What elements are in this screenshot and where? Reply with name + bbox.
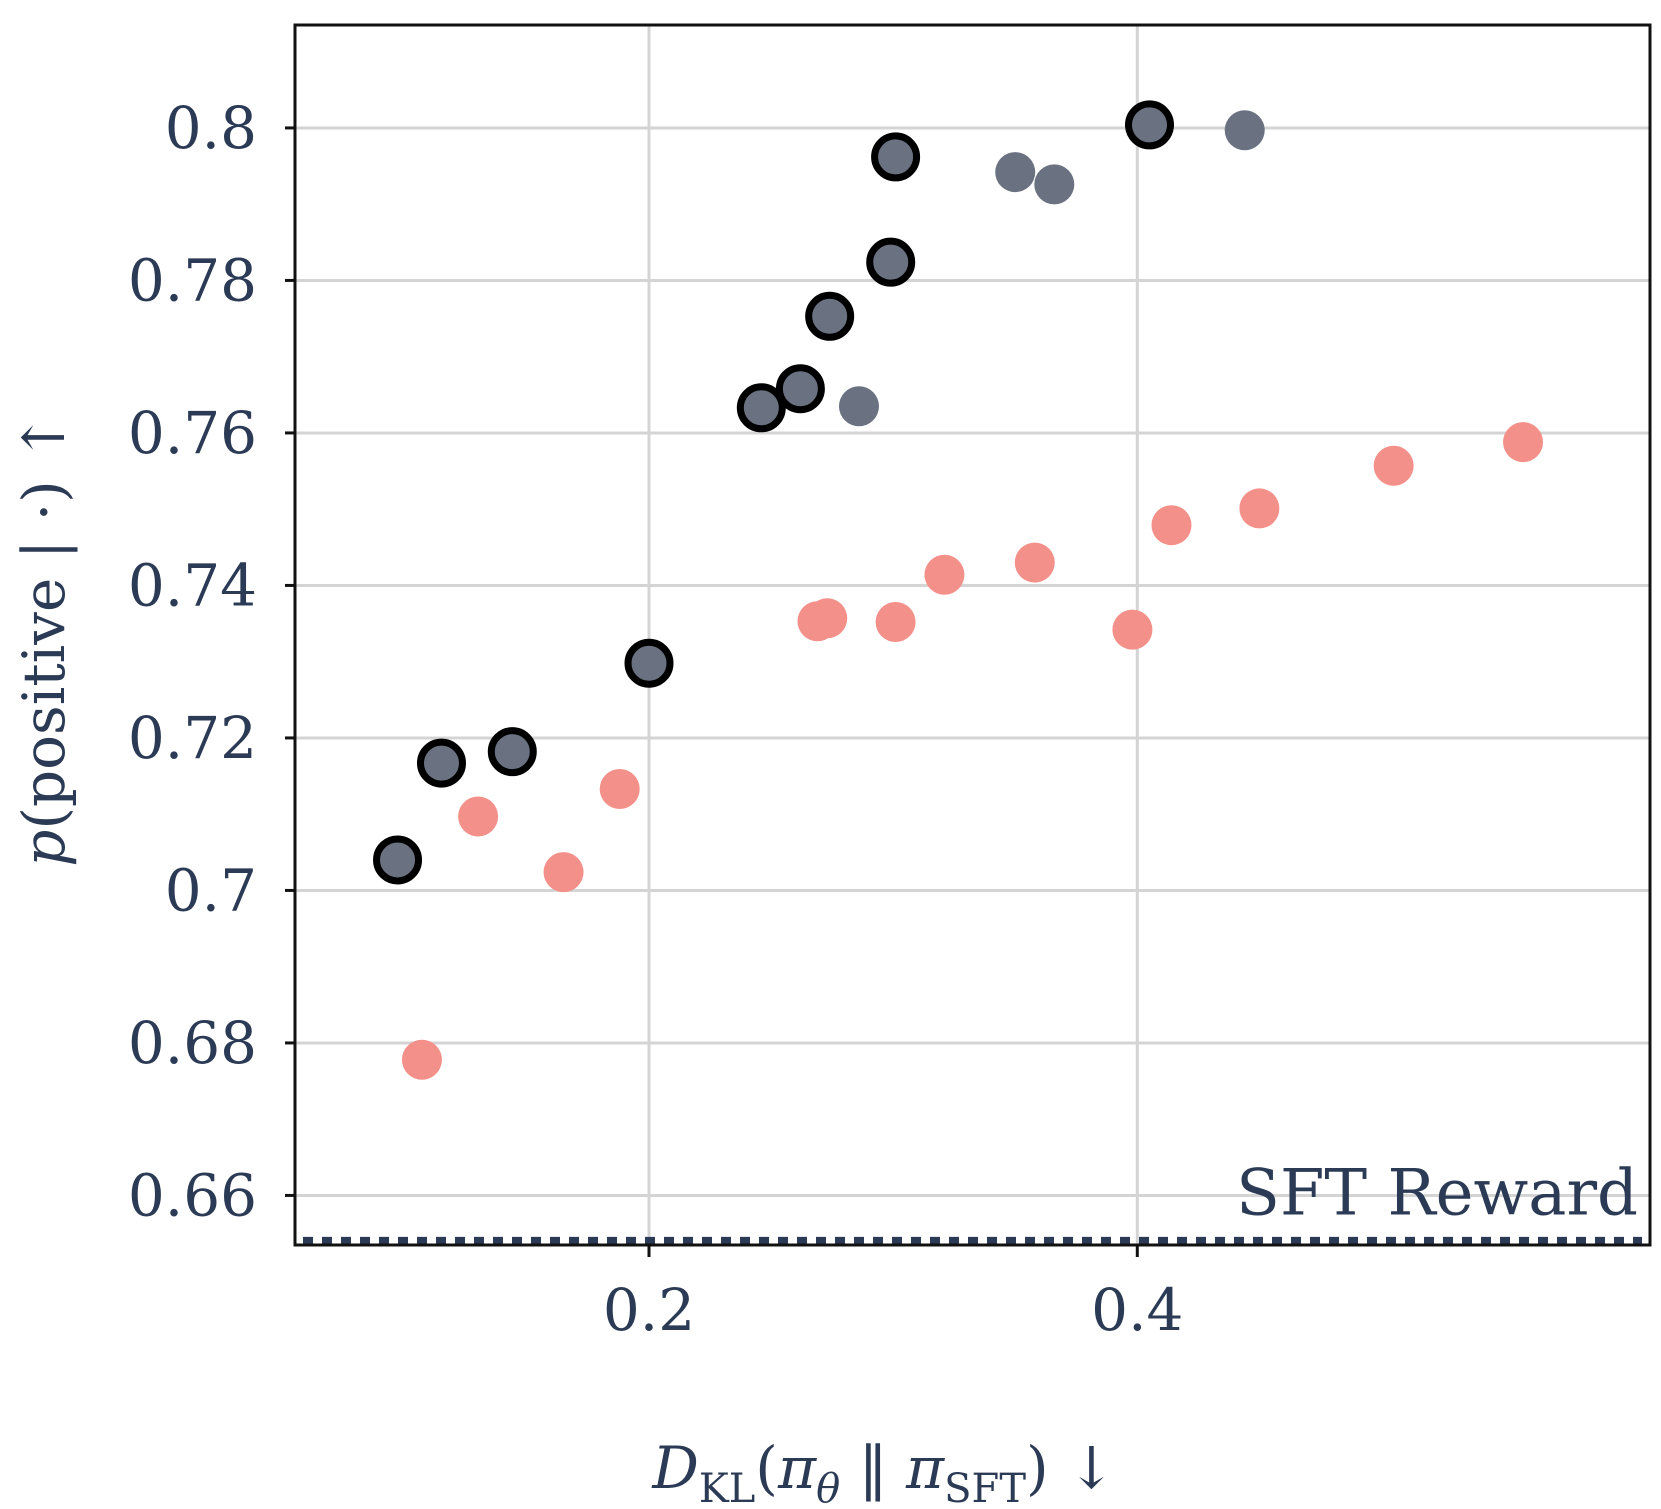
point-salmon: [1151, 505, 1192, 546]
data-points: [373, 100, 1544, 1080]
point-salmon: [1014, 542, 1055, 583]
x-tick-label: 0.4: [1091, 1276, 1183, 1344]
point-salmon: [401, 1039, 442, 1080]
y-axis-ticks: 0.66 0.68 0.7 0.72 0.74 0.76 0.78 0.8: [128, 94, 295, 1229]
point-gray-outlined: [866, 237, 916, 287]
point-gray-outlined: [1125, 100, 1175, 150]
point-salmon: [1503, 422, 1544, 463]
point-salmon: [1373, 445, 1414, 486]
point-salmon: [599, 769, 640, 810]
point-gray-outlined: [736, 383, 786, 433]
x-tick-label: 0.2: [603, 1276, 695, 1344]
grid-lines: [295, 25, 1650, 1245]
point-gray: [838, 386, 879, 427]
point-gray: [1224, 110, 1265, 151]
point-gray-outlined: [805, 291, 855, 341]
y-tick-label: 0.74: [128, 551, 257, 619]
sft-reward-label: SFT Reward: [1236, 1156, 1638, 1230]
y-tick-label: 0.66: [128, 1161, 257, 1229]
y-tick-label: 0.72: [128, 704, 257, 772]
y-axis-title: p(positive | ·) ↑: [10, 413, 78, 867]
point-gray-outlined: [487, 727, 537, 777]
point-gray: [995, 152, 1036, 193]
point-salmon: [1112, 609, 1153, 650]
point-gray: [1034, 164, 1075, 205]
point-gray-outlined: [871, 132, 921, 182]
point-salmon: [1239, 488, 1280, 529]
point-salmon: [543, 852, 584, 893]
x-axis-title: DKL(πθ ‖ πSFT) ↓: [651, 1434, 1115, 1509]
svg-text:DKL(πθ ‖ πSFT) ↓: DKL(πθ ‖ πSFT) ↓: [651, 1434, 1115, 1509]
point-gray-outlined: [624, 638, 674, 688]
point-gray-outlined: [775, 364, 825, 414]
y-tick-label: 0.78: [128, 246, 257, 314]
point-salmon: [875, 602, 916, 643]
y-tick-label: 0.76: [128, 399, 257, 467]
point-salmon: [458, 796, 499, 837]
y-tick-label: 0.68: [128, 1009, 257, 1077]
x-axis-ticks: 0.2 0.4: [603, 1245, 1183, 1344]
y-tick-label: 0.7: [165, 856, 257, 924]
point-gray-outlined: [416, 738, 466, 788]
y-tick-label: 0.8: [165, 94, 257, 162]
point-gray-outlined: [373, 835, 423, 885]
svg-text:p(positive | ·) ↑: p(positive | ·) ↑: [10, 413, 78, 867]
plot-frame: [293, 23, 1652, 1247]
point-salmon: [924, 554, 965, 595]
point-salmon: [807, 598, 848, 639]
